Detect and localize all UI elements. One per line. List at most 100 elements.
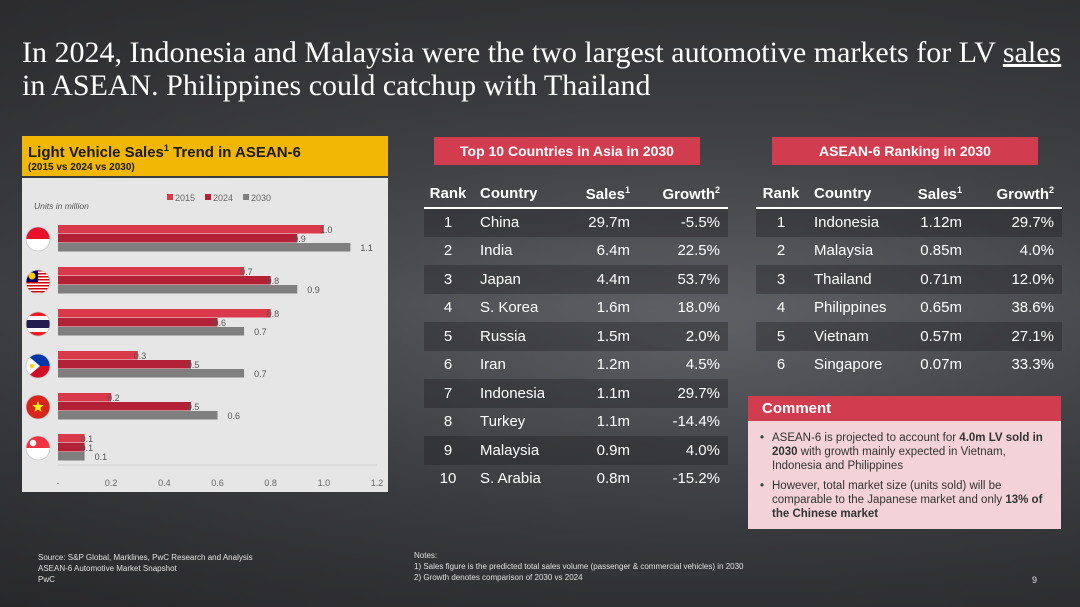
- rank-cell: 4: [776, 299, 786, 317]
- data-label: 0.8: [267, 309, 280, 319]
- growth-cell: 22.5%: [677, 242, 720, 260]
- sales-cell: 0.85m: [920, 242, 962, 260]
- bar: [58, 225, 324, 234]
- bar: [58, 243, 351, 252]
- bar: [58, 327, 245, 336]
- rank-cell: 6: [776, 356, 786, 374]
- sales-cell: 29.7m: [564, 208, 638, 237]
- bar: [58, 402, 191, 411]
- sales-cell: 0.07m: [920, 356, 962, 374]
- growth-cell: -14.4%: [672, 413, 720, 431]
- rank-cell: 2: [776, 242, 786, 260]
- col-growth: Growth2: [970, 180, 1062, 209]
- country-cell: China: [472, 208, 564, 237]
- rank-cell: 1: [756, 208, 806, 237]
- table-row: 3 Thailand 0.71m 12.0%: [756, 265, 1062, 294]
- x-tick-label: 0.6: [211, 478, 224, 488]
- country-cell: S. Arabia: [480, 470, 541, 488]
- table-row: 2 Malaysia 0.85m 4.0%: [756, 237, 1062, 266]
- bar: [58, 369, 245, 378]
- country-cell: Singapore: [814, 356, 883, 374]
- growth-cell: 2.0%: [638, 322, 728, 351]
- comment-heading: Comment: [748, 396, 1061, 421]
- data-label: 0.2: [107, 393, 120, 403]
- sales-cell: 0.8m: [596, 470, 630, 488]
- comment-body: ASEAN-6 is projected to account for 4.0m…: [748, 421, 1061, 529]
- x-tick-label: 0.4: [158, 478, 171, 488]
- philippines-flag-icon: [25, 353, 51, 379]
- sales-cell: 0.71m: [896, 265, 970, 294]
- data-label: 0.8: [267, 276, 280, 286]
- x-tick-label: -: [57, 478, 60, 488]
- rank-cell: 5: [424, 322, 472, 351]
- growth-cell: 4.0%: [1019, 242, 1054, 260]
- legend-swatch: [205, 194, 211, 200]
- country-cell: Iran: [480, 356, 506, 374]
- legend-label: 2024: [213, 193, 233, 203]
- sales-cell: 6.4m: [596, 242, 630, 260]
- data-label: 0.7: [254, 327, 267, 337]
- rank-cell: 4: [443, 299, 453, 317]
- growth-cell: 4.0%: [638, 436, 728, 465]
- bar: [58, 351, 138, 360]
- table-row: 7 Indonesia 1.1m 29.7%: [424, 379, 728, 408]
- table-row: 5 Russia 1.5m 2.0%: [424, 322, 728, 351]
- data-label: 0.5: [187, 402, 200, 412]
- data-label: 0.1: [95, 452, 108, 462]
- notes-footer: Notes: 1) Sales figure is the predicted …: [414, 551, 744, 582]
- malaysia-flag-icon: [25, 269, 51, 295]
- chart-subtitle: (2015 vs 2024 vs 2030): [28, 162, 135, 173]
- country-cell: Turkey: [480, 413, 526, 431]
- data-label: 0.9: [307, 285, 320, 295]
- source-footer: Source: S&P Global, Marklines, PwC Resea…: [38, 553, 253, 584]
- country-cell: Indonesia: [472, 379, 564, 408]
- col-country: Country: [472, 180, 564, 209]
- table-row: 5 Vietnam 0.57m 27.1%: [756, 322, 1062, 351]
- x-tick-label: 1.2: [371, 478, 384, 488]
- data-label: 0.1: [81, 434, 94, 444]
- bar: [58, 393, 112, 402]
- growth-cell: 33.3%: [1011, 356, 1054, 374]
- country-cell: Indonesia: [806, 208, 896, 237]
- growth-cell: -15.2%: [672, 470, 720, 488]
- rank-cell: 2: [443, 242, 453, 260]
- rank-cell: 3: [424, 265, 472, 294]
- rank-cell: 9: [424, 436, 472, 465]
- growth-cell: 29.7%: [970, 208, 1062, 237]
- sales-cell: 1.2m: [596, 356, 630, 374]
- data-label: 0.7: [240, 267, 253, 277]
- country-cell: Vietnam: [806, 322, 896, 351]
- singapore-flag-icon: [25, 435, 51, 461]
- top10-table: Rank Country Sales1 Growth2 1 China 29.7m -…: [424, 180, 728, 493]
- country-cell: S. Korea: [480, 299, 539, 317]
- country-cell: Japan: [472, 265, 564, 294]
- sales-cell: 0.9m: [564, 436, 638, 465]
- bar-chart: Units in million 2015 2024 2030 - 0.2 0.4 0.6 0.…: [25, 193, 384, 488]
- indonesia-flag-icon: [25, 226, 51, 252]
- legend-swatch: [243, 194, 249, 200]
- country-cell: Malaysia: [814, 242, 874, 260]
- growth-cell: 27.1%: [970, 322, 1062, 351]
- growth-cell: 38.6%: [1011, 299, 1054, 317]
- country-cell: Philippines: [814, 299, 887, 317]
- growth-cell: -5.5%: [638, 208, 728, 237]
- bar: [58, 318, 218, 327]
- bar: [58, 360, 191, 369]
- country-cell: Russia: [472, 322, 564, 351]
- data-label: 0.6: [228, 411, 241, 421]
- table-row: 10 S. Arabia 0.8m -15.2%: [424, 465, 728, 494]
- data-label: 1.1: [360, 243, 373, 253]
- data-label: 0.9: [293, 234, 306, 244]
- rank-cell: 5: [756, 322, 806, 351]
- col-growth: Growth2: [638, 180, 728, 209]
- sales-cell: 1.1m: [564, 379, 638, 408]
- rank-cell: 6: [443, 356, 453, 374]
- table-row: 8 Turkey 1.1m -14.4%: [424, 408, 728, 437]
- legend-swatch: [167, 194, 173, 200]
- table-row: 6 Iran 1.2m 4.5%: [424, 351, 728, 380]
- chart-panel: Units in million 2015 2024 2030 - 0.2 0.4 0.6 0.…: [22, 178, 388, 492]
- table-row: 4 S. Korea 1.6m 18.0%: [424, 294, 728, 323]
- table-row: 6 Singapore 0.07m 33.3%: [756, 351, 1062, 380]
- growth-cell: 12.0%: [970, 265, 1062, 294]
- comment-bullet: ASEAN-6 is projected to account for 4.0m…: [758, 431, 1051, 473]
